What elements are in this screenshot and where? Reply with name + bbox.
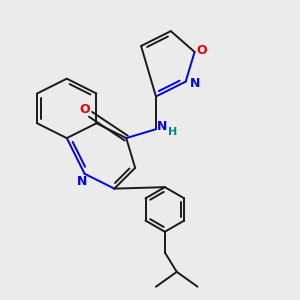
Text: O: O bbox=[197, 44, 207, 57]
Text: N: N bbox=[157, 120, 167, 133]
Text: N: N bbox=[76, 175, 87, 188]
Text: O: O bbox=[79, 103, 90, 116]
Text: H: H bbox=[168, 127, 177, 137]
Text: N: N bbox=[189, 76, 200, 90]
